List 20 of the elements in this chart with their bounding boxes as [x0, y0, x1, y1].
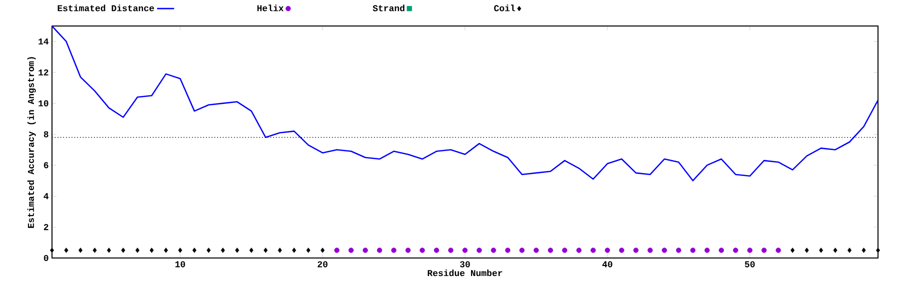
- legend-label: Strand: [372, 4, 404, 12]
- legend-label: Helix: [257, 4, 284, 12]
- y-tick-label: 14: [38, 38, 49, 44]
- x-tick-label: 40: [602, 261, 612, 268]
- x-tick-label: 20: [318, 261, 328, 268]
- x-axis-title: Residue Number: [428, 270, 502, 276]
- y-tick-label: 8: [44, 131, 48, 138]
- x-tick-label: 10: [175, 261, 186, 268]
- y-tick-label: 4: [44, 193, 49, 200]
- line-series: [52, 26, 878, 182]
- legend-label: Coil: [494, 4, 516, 12]
- y-tick-label: 6: [44, 162, 48, 168]
- y-tick-label: 2: [44, 224, 48, 230]
- y-tick-label: 0: [44, 254, 48, 262]
- y-tick-label: 10: [38, 100, 48, 106]
- y-tick-label: 12: [38, 69, 48, 76]
- legend-label: Estimated Distance: [58, 4, 154, 12]
- x-tick-label: 30: [460, 261, 470, 268]
- x-tick-label: 50: [744, 261, 755, 268]
- y-axis-title: Estimated Accuracy (in Angstrom): [27, 57, 36, 228]
